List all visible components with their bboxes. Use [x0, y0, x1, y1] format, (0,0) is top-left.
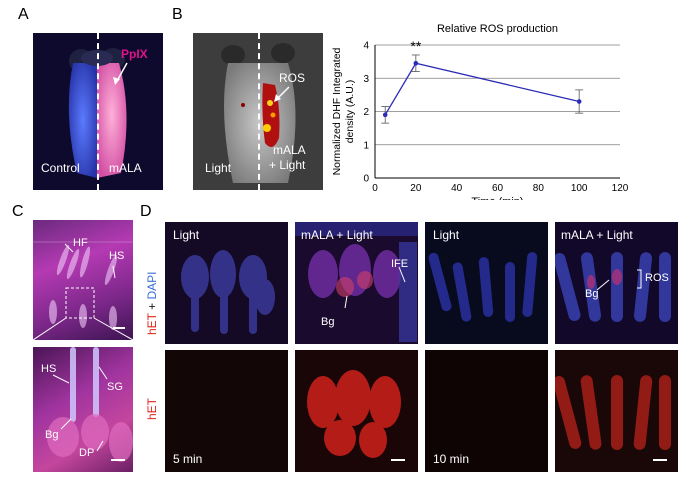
- d-row1-col3: Light: [425, 222, 548, 344]
- ros-chart: Relative ROS production Normalized DHF I…: [331, 23, 629, 200]
- time1-label: 5 min: [173, 452, 203, 466]
- bg-label: Bg: [45, 429, 59, 441]
- ppix-label: PpIX: [121, 47, 148, 61]
- micrograph: [555, 252, 671, 322]
- time2-label: 10 min: [433, 452, 470, 466]
- hs-label: HS: [41, 363, 57, 375]
- ros-label: ROS: [645, 272, 669, 284]
- ros-arrow: [274, 86, 290, 102]
- row1-label-het: hET: [145, 313, 159, 335]
- col1-label: Light: [173, 228, 200, 242]
- micrograph: [295, 222, 418, 342]
- micrograph: [307, 370, 405, 461]
- data-point: [576, 99, 582, 104]
- y-tick-label: 1: [363, 140, 369, 151]
- data-point: [413, 60, 419, 66]
- row1-label: hET + DAPI: [145, 272, 159, 336]
- panel-a-image: PpIX Control mALA: [33, 33, 163, 190]
- x-tick-label: 120: [612, 183, 629, 194]
- dp-label: DP: [79, 447, 95, 459]
- treated-label-line2: + Light: [269, 158, 306, 172]
- row1-label-dapi: DAPI: [145, 271, 159, 300]
- d-row1-col1: Light: [165, 222, 288, 344]
- y-tick-label: 2: [363, 107, 369, 118]
- micrograph: [428, 252, 538, 322]
- x-tick-label: 60: [492, 183, 504, 194]
- d-row1-col2: mALA + Light IFE Bg: [295, 222, 418, 344]
- data-point: [382, 112, 388, 118]
- bg-label: Bg: [321, 316, 335, 328]
- x-tick-label: 40: [451, 183, 463, 194]
- x-tick-label: 0: [372, 183, 378, 194]
- tissue-zoom: [47, 347, 133, 462]
- tissue-texture: [33, 241, 133, 340]
- chart-axes: [374, 45, 620, 179]
- col4-label: mALA + Light: [561, 228, 633, 242]
- row1-label-plus: +: [145, 299, 159, 314]
- y-tick-label: 3: [363, 74, 369, 85]
- chart-ylabel-line1: Normalized DHF Integrated: [331, 47, 343, 175]
- col3-label: Light: [433, 228, 460, 242]
- chart-gridlines: [375, 44, 620, 146]
- control-label: Control: [41, 161, 80, 175]
- chart-title: Relative ROS production: [437, 23, 558, 35]
- d-row2-col1: 5 min: [165, 350, 288, 472]
- micrograph: [181, 250, 275, 334]
- chart-xlabel: Time (min): [471, 196, 523, 200]
- x-tick-label: 80: [533, 183, 545, 194]
- y-tick-label: 4: [363, 41, 369, 52]
- y-tick-label: 0: [363, 174, 369, 185]
- light-label: Light: [205, 161, 232, 175]
- micrograph: [555, 375, 671, 461]
- hf-label: HF: [73, 237, 88, 249]
- divider-line: [258, 33, 260, 190]
- panel-b-image: ROS Light mALA + Light: [193, 33, 323, 190]
- panel-label-b: B: [172, 6, 183, 23]
- x-tick-label: 100: [571, 183, 588, 194]
- row2-label: hET: [145, 397, 159, 420]
- chart-series: **: [381, 38, 584, 124]
- x-tick-label: 20: [410, 183, 422, 194]
- chart-ylabel-line2: density (A.U.): [344, 80, 356, 144]
- mouse-photo: [68, 48, 127, 178]
- series-line: [384, 62, 580, 116]
- hs-label: HS: [109, 250, 125, 262]
- panel-label-c: C: [12, 203, 24, 220]
- d-row2-col3: 10 min: [425, 350, 548, 472]
- treated-label: mALA: [109, 161, 142, 175]
- d-row1-col4: mALA + Light ROS Bg: [555, 222, 678, 344]
- sg-label: SG: [107, 381, 123, 393]
- d-row2-col2: [295, 350, 418, 472]
- panel-label-a: A: [18, 6, 29, 23]
- panel-c-top-image: HF HS: [33, 220, 133, 340]
- ros-label: ROS: [279, 71, 306, 85]
- treated-label-line1: mALA: [273, 143, 306, 157]
- panel-c-bottom-image: HS SG Bg DP: [33, 347, 133, 472]
- panel-label-d: D: [140, 203, 152, 220]
- bg-label: Bg: [585, 288, 599, 300]
- significance-annotation: **: [410, 38, 421, 54]
- col2-label: mALA + Light: [301, 228, 373, 242]
- divider-line: [97, 33, 99, 190]
- d-row2-col4: [555, 350, 678, 472]
- ppix-arrow: [113, 62, 128, 85]
- ife-label: IFE: [391, 258, 409, 270]
